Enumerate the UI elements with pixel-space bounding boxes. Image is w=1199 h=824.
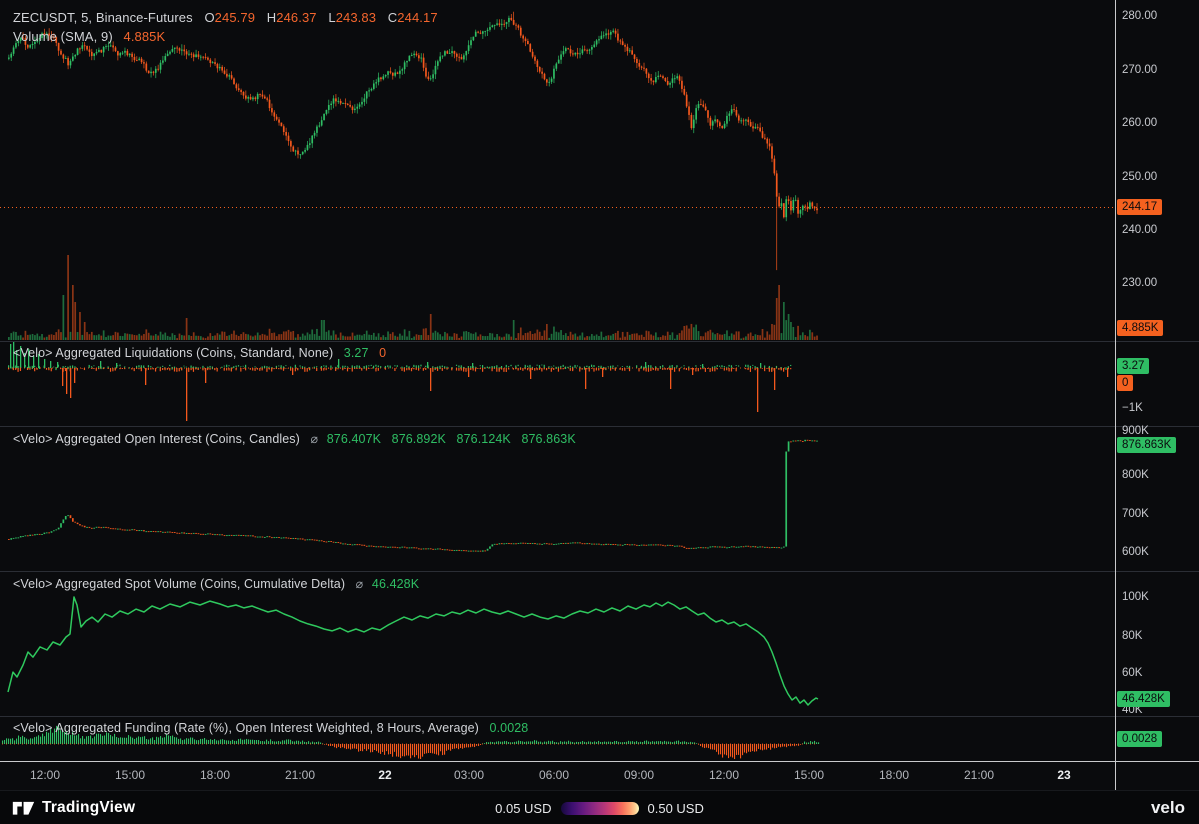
color-scale-max: 0.50 USD	[647, 800, 704, 816]
velo-logo-label: velo	[1150, 798, 1185, 817]
main-symbol-legend[interactable]: ZECUSDT, 5, Binance-Futures O245.79 H246…	[13, 10, 438, 25]
open-interest-title: <Velo> Aggregated Open Interest (Coins, …	[13, 432, 300, 446]
color-scale-legend: 0.05 USD 0.50 USD	[0, 791, 1199, 824]
time-axis-label: 15:00	[793, 768, 825, 782]
volume-label: Volume (SMA, 9)	[13, 29, 113, 44]
open-value: 245.79	[214, 10, 256, 25]
time-axis-label: 15:00	[114, 768, 146, 782]
price-scale-tick: 240.00	[1122, 224, 1158, 236]
time-axis-label: 09:00	[623, 768, 655, 782]
open-interest-legend[interactable]: <Velo> Aggregated Open Interest (Coins, …	[13, 431, 576, 446]
funding-title: <Velo> Aggregated Funding (Rate (%), Ope…	[13, 721, 479, 735]
oi-open-value: 876.407K	[326, 432, 382, 446]
time-axis-label: 03:00	[453, 768, 485, 782]
price-scale-tick: 600K	[1122, 546, 1149, 558]
price-scale-tick: 800K	[1122, 469, 1149, 481]
oi-close-value: 876.863K	[521, 432, 576, 446]
volume-legend[interactable]: Volume (SMA, 9) 4.885K	[13, 29, 165, 44]
price-scale-tick: 100K	[1122, 591, 1149, 603]
tradingview-brand[interactable]: TradingView	[12, 791, 135, 824]
time-axis-label: 21:00	[284, 768, 316, 782]
time-axis-label: 12:00	[29, 768, 61, 782]
price-scale-tick: 250.00	[1122, 171, 1158, 183]
time-scale[interactable]	[0, 761, 1199, 790]
liquidations-long-value: 3.27	[343, 346, 369, 360]
funding-badge: 0.0028	[1117, 731, 1163, 747]
bottom-toolbar: TradingView 0.05 USD 0.50 USD velo	[0, 790, 1199, 824]
chart-canvas[interactable]	[0, 0, 1199, 790]
open-label: O	[204, 10, 215, 25]
price-scale-tick: 260.00	[1122, 117, 1158, 129]
spot-cvd-value: 46.428K	[371, 577, 420, 591]
time-axis-label: 22	[378, 768, 392, 782]
price-scale-tick: 230.00	[1122, 277, 1158, 289]
time-axis-label: 18:00	[199, 768, 231, 782]
price-scale-tick: 270.00	[1122, 64, 1158, 76]
average-icon: ⌀	[355, 577, 364, 591]
liq-short-badge: 0	[1117, 375, 1134, 391]
liq-long-badge: 3.27	[1117, 358, 1150, 374]
low-label: L	[328, 10, 336, 25]
price-scale-tick: 40K	[1122, 704, 1143, 716]
last-price-badge: 244.17	[1117, 199, 1163, 215]
cvd-badge: 46.428K	[1117, 691, 1170, 707]
color-scale-min: 0.05 USD	[495, 800, 552, 816]
velo-logo: velo	[1151, 791, 1185, 824]
close-value: 244.17	[397, 10, 438, 25]
average-icon: ⌀	[310, 432, 319, 446]
time-axis-label: 23	[1057, 768, 1071, 782]
high-value: 246.37	[276, 10, 317, 25]
time-axis-label: 18:00	[878, 768, 910, 782]
price-scale-tick: 60K	[1122, 667, 1143, 679]
oi-high-value: 876.892K	[391, 432, 446, 446]
liquidations-legend[interactable]: <Velo> Aggregated Liquidations (Coins, S…	[13, 346, 386, 360]
liquidations-title: <Velo> Aggregated Liquidations (Coins, S…	[13, 346, 334, 360]
price-scale-tick: 700K	[1122, 508, 1149, 520]
color-scale-gradient	[560, 801, 639, 815]
oi-badge: 876.863K	[1117, 437, 1177, 453]
volume-value: 4.885K	[123, 29, 166, 44]
spot-cvd-legend[interactable]: <Velo> Aggregated Spot Volume (Coins, Cu…	[13, 576, 419, 591]
price-scale-tick: −1K	[1122, 402, 1143, 414]
time-axis-label: 12:00	[708, 768, 740, 782]
close-label: C	[387, 10, 398, 25]
tradingview-logo-icon	[12, 801, 35, 815]
funding-legend[interactable]: <Velo> Aggregated Funding (Rate (%), Ope…	[13, 721, 528, 735]
price-scale-tick: 80K	[1122, 630, 1143, 642]
price-scale-tick: 280.00	[1122, 10, 1158, 22]
volume-badge: 4.885K	[1117, 320, 1164, 336]
funding-value: 0.0028	[489, 721, 529, 735]
time-axis-label: 06:00	[538, 768, 570, 782]
low-value: 243.83	[335, 10, 377, 25]
high-label: H	[266, 10, 277, 25]
tradingview-brand-label: TradingView	[42, 799, 136, 816]
price-scale-tick: 900K	[1122, 425, 1149, 437]
liquidations-short-value: 0	[379, 346, 387, 360]
symbol-title: ZECUSDT, 5, Binance-Futures	[13, 10, 193, 25]
spot-cvd-title: <Velo> Aggregated Spot Volume (Coins, Cu…	[13, 577, 346, 591]
time-axis-label: 21:00	[963, 768, 995, 782]
oi-low-value: 876.124K	[456, 432, 511, 446]
